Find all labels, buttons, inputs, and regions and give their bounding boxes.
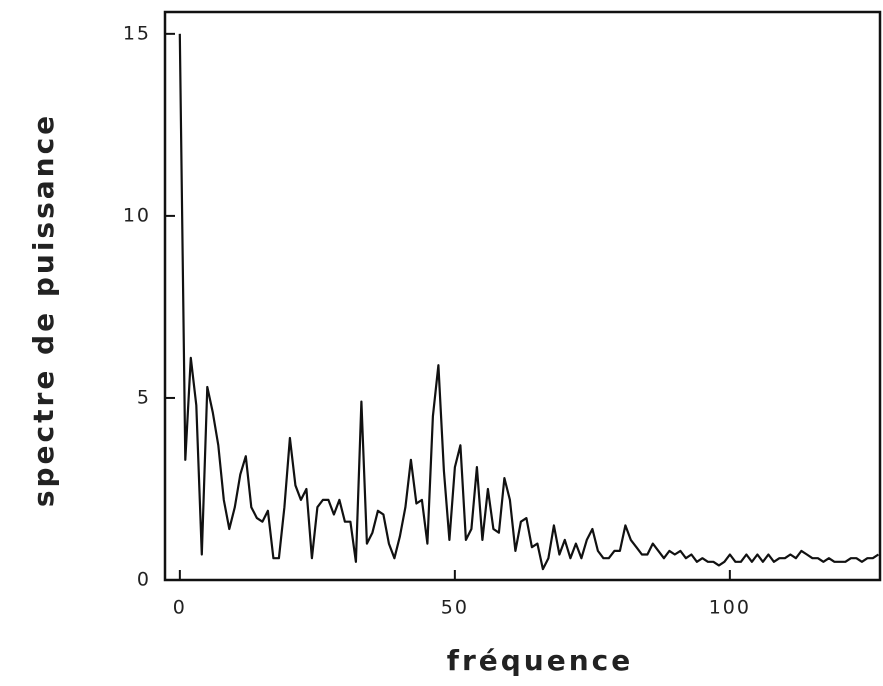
- spectrum-line: [178, 33, 880, 571]
- x-tick-label: 0: [173, 597, 187, 619]
- y-axis-label: spectre de puissance: [27, 113, 60, 507]
- y-tick-label: 15: [123, 22, 151, 44]
- y-tick-label: 5: [137, 386, 151, 408]
- y-tick-label: 0: [137, 569, 151, 591]
- x-axis-label: fréquence: [447, 644, 633, 677]
- x-tick-label: 50: [441, 597, 469, 619]
- plot-frame: [163, 10, 882, 582]
- x-tick-label: 100: [709, 597, 751, 619]
- y-tick-label: 10: [123, 204, 151, 226]
